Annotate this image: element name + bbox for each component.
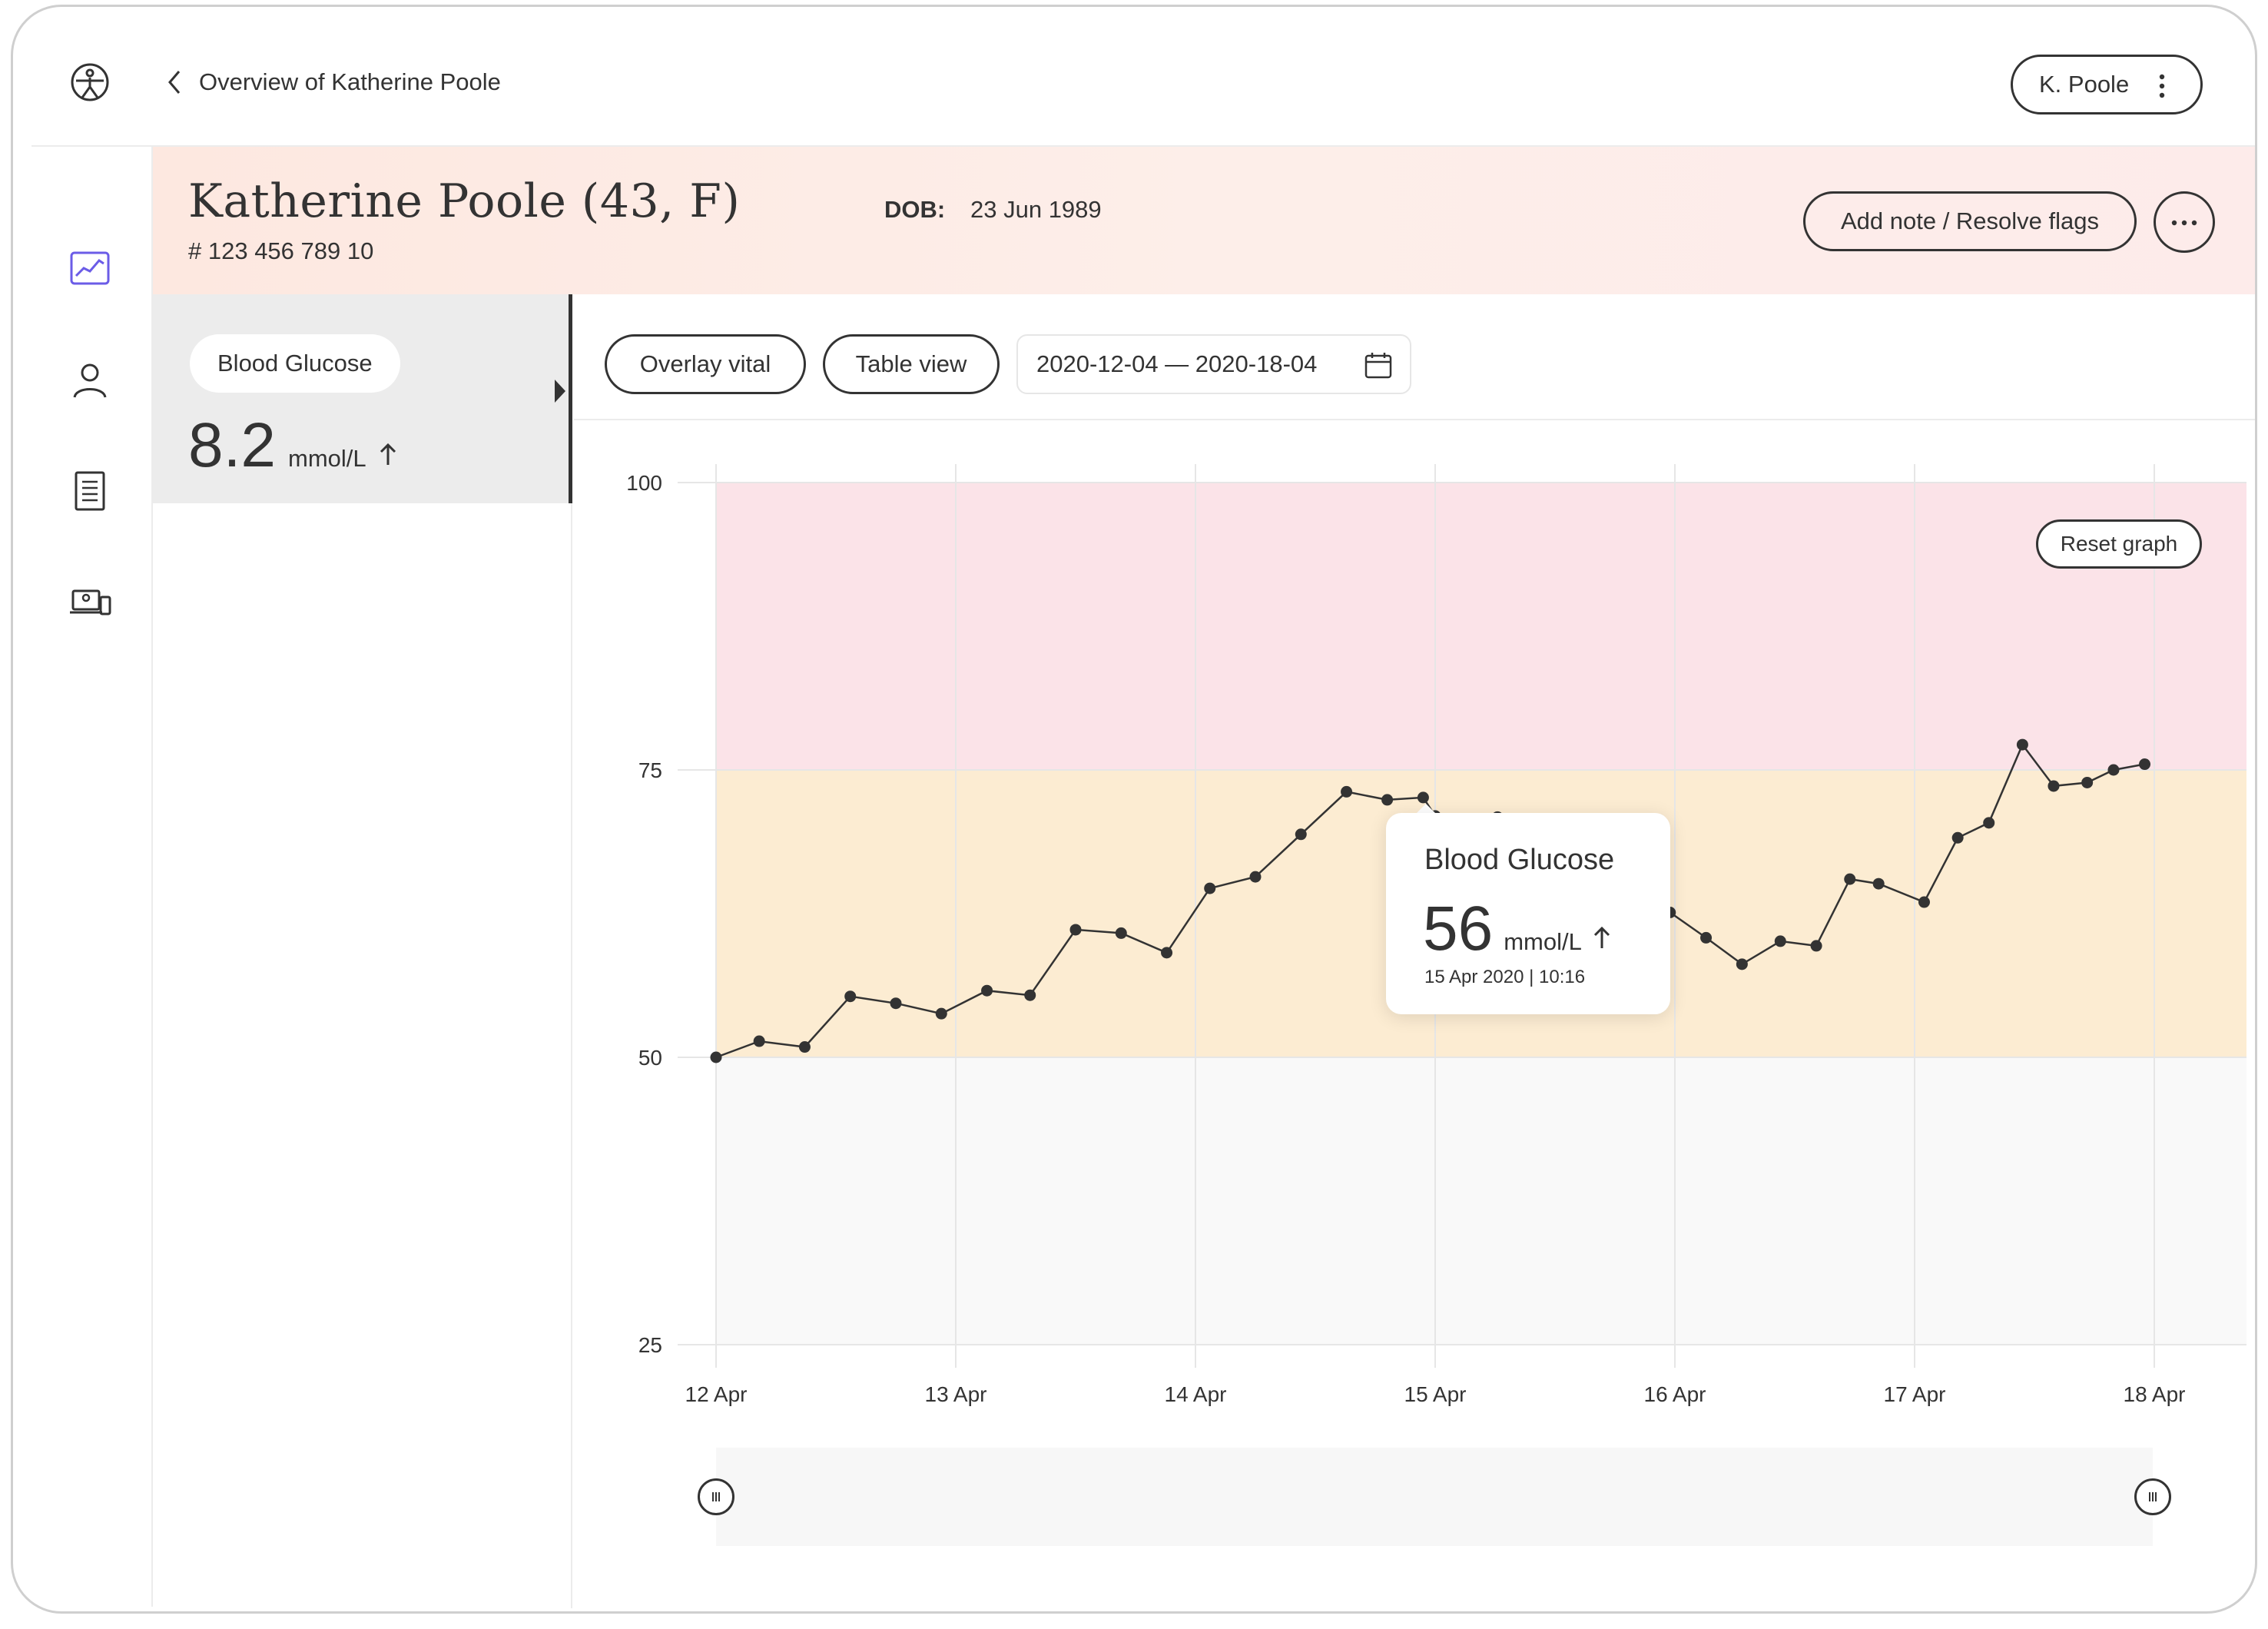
top-bar: Overview of Katherine Poole K. Poole: [13, 7, 2255, 145]
vital-unit: mmol/L: [288, 445, 366, 472]
data-point[interactable]: [1295, 828, 1307, 841]
tooltip-value: 56: [1423, 894, 1494, 964]
vital-card-blood-glucose[interactable]: Blood Glucose 8.2 mmol/L: [153, 294, 572, 503]
x-tick-label: 15 Apr: [1404, 1382, 1467, 1406]
patient-name: Katherine Poole (43, F): [188, 174, 741, 228]
range-scrubber[interactable]: [716, 1448, 2153, 1546]
data-point[interactable]: [844, 990, 857, 1003]
data-point[interactable]: [1983, 817, 1995, 829]
tooltip-timestamp: 15 Apr 2020 | 10:16: [1424, 967, 1586, 987]
data-point[interactable]: [2048, 780, 2060, 792]
tooltip-title: Blood Glucose: [1424, 844, 1615, 876]
dob-value: 23 Jun 1989: [970, 196, 1102, 223]
x-tick-label: 18 Apr: [2124, 1382, 2186, 1406]
add-note-button[interactable]: Add note / Resolve flags: [1803, 191, 2137, 251]
data-point[interactable]: [890, 997, 902, 1010]
table-view-button[interactable]: Table view: [823, 334, 1000, 394]
back-link[interactable]: Overview of Katherine Poole: [165, 68, 501, 96]
more-options-button[interactable]: [2154, 191, 2215, 253]
reset-graph-button[interactable]: Reset graph: [2036, 519, 2202, 569]
x-tick-label: 13 Apr: [925, 1382, 987, 1406]
top-bar-divider: [32, 145, 2255, 147]
y-tick-label: 100: [626, 471, 662, 495]
data-point[interactable]: [981, 984, 993, 997]
date-range-picker[interactable]: 2020-12-04 — 2020-18-04: [1016, 334, 1411, 394]
data-point[interactable]: [1844, 873, 1856, 885]
x-tick-label: 17 Apr: [1884, 1382, 1946, 1406]
date-range-value: 2020-12-04 — 2020-18-04: [1036, 350, 1318, 377]
data-point[interactable]: [1204, 882, 1216, 894]
data-point[interactable]: [935, 1007, 947, 1020]
document-icon[interactable]: [68, 469, 111, 513]
range-band: [716, 1057, 2246, 1345]
more-horizontal-icon: [2171, 220, 2197, 226]
data-point[interactable]: [1381, 794, 1394, 806]
grip-icon: [712, 1492, 720, 1501]
devices-icon[interactable]: [68, 582, 111, 625]
data-point[interactable]: [2139, 758, 2151, 771]
data-point[interactable]: [2107, 764, 2120, 776]
user-menu-button[interactable]: K. Poole: [2011, 55, 2203, 114]
dob-label: DOB:: [884, 196, 946, 223]
data-point[interactable]: [710, 1051, 722, 1063]
data-point-tooltip: Blood Glucose 56 mmol/L 15 Apr 2020 | 10…: [1386, 813, 1670, 1014]
x-tick-label: 12 Apr: [685, 1382, 748, 1406]
chart-toolbar: Overlay vital Table view 2020-12-04 — 20…: [574, 294, 2255, 420]
data-point[interactable]: [798, 1041, 811, 1053]
data-point[interactable]: [1024, 989, 1036, 1001]
data-point[interactable]: [2016, 738, 2028, 751]
y-tick-label: 50: [638, 1046, 662, 1070]
data-point[interactable]: [2081, 776, 2094, 788]
overlay-vital-button[interactable]: Overlay vital: [605, 334, 806, 394]
patient-header: Katherine Poole (43, F) # 123 456 789 10…: [153, 147, 2255, 294]
selected-card-pointer-icon: [555, 380, 565, 403]
back-label: Overview of Katherine Poole: [199, 68, 501, 95]
data-point[interactable]: [1069, 924, 1082, 936]
range-band: [716, 483, 2246, 770]
vital-value: 8.2: [188, 410, 276, 480]
x-tick-label: 14 Apr: [1165, 1382, 1227, 1406]
chevron-left-icon: [168, 71, 181, 94]
data-point[interactable]: [1810, 940, 1822, 952]
data-point[interactable]: [1249, 871, 1262, 883]
kebab-menu-icon: [2159, 74, 2165, 98]
data-point[interactable]: [1341, 785, 1353, 798]
sidebar-nav: [13, 147, 151, 1607]
patient-id: # 123 456 789 10: [188, 237, 374, 264]
chart-icon[interactable]: [68, 247, 111, 290]
vitals-list: Blood Glucose 8.2 mmol/L: [153, 294, 572, 1608]
data-point[interactable]: [753, 1035, 765, 1047]
grip-icon: [2149, 1492, 2157, 1501]
data-point[interactable]: [1417, 791, 1429, 804]
y-tick-label: 75: [638, 758, 662, 782]
tooltip-arrow: [1415, 804, 1437, 814]
data-point[interactable]: [1161, 947, 1173, 959]
data-point[interactable]: [1872, 878, 1885, 890]
app-logo-icon[interactable]: [70, 62, 110, 102]
arrow-up-icon: [380, 443, 396, 465]
calendar-icon: [1364, 353, 1392, 379]
data-point[interactable]: [1700, 931, 1713, 944]
data-point[interactable]: [1774, 935, 1786, 947]
data-point[interactable]: [1918, 896, 1930, 908]
tooltip-unit: mmol/L: [1504, 928, 1582, 955]
data-point[interactable]: [1736, 958, 1748, 970]
scrubber-handle-end[interactable]: [2134, 1478, 2171, 1515]
data-point[interactable]: [1115, 927, 1127, 939]
y-tick-label: 25: [638, 1333, 662, 1357]
data-point[interactable]: [1951, 831, 1964, 844]
sidebar-divider: [151, 147, 153, 1607]
scrubber-handle-start[interactable]: [698, 1478, 734, 1515]
arrow-up-icon: [1593, 926, 1610, 948]
user-name: K. Poole: [2039, 71, 2130, 98]
vital-name-chip[interactable]: Blood Glucose: [190, 334, 400, 393]
x-tick-label: 16 Apr: [1644, 1382, 1706, 1406]
vital-reading: 8.2 mmol/L: [188, 410, 397, 482]
tooltip-reading: 56 mmol/L: [1423, 893, 1611, 965]
person-icon[interactable]: [68, 359, 111, 402]
